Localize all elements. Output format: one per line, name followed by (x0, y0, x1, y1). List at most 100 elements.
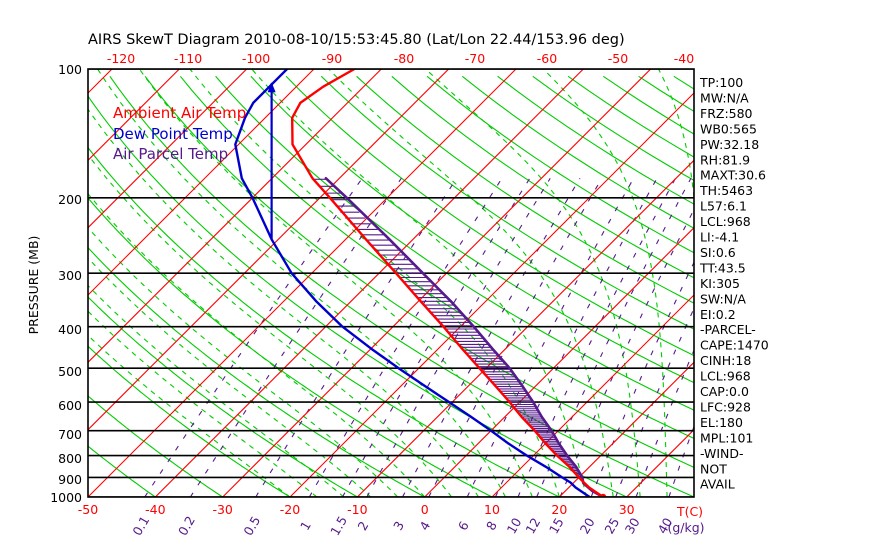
parameter-lfc-928: LFC:928 (700, 399, 751, 414)
mixing-ratio-line-0.1 (144, 177, 363, 497)
dry-adiabat-90 (285, 75, 694, 357)
parameter-pw-32-18: PW:32.18 (700, 137, 759, 152)
bottom-temp-tick--20: -20 (280, 502, 300, 517)
parameter-li-4-1: LI:-4.1 (700, 230, 739, 245)
parameter-panel: TP:100MW:N/AFRZ:580WB0:565PW:32.18RH:81.… (699, 75, 769, 492)
moist-adiabat-24 (251, 69, 587, 497)
parameter-el-180: EL:180 (700, 415, 743, 430)
parameter-cap-0-0: CAP:0.0 (700, 384, 749, 399)
mixing-ratio-line-30 (635, 348, 694, 497)
dewpoint-curve (234, 69, 591, 497)
parameter-maxt-30-6: MAXT:30.6 (700, 168, 766, 183)
parameter-mw-n-a: MW:N/A (700, 91, 749, 106)
dry-adiabat-140 (461, 75, 694, 229)
temperature-curve (291, 69, 605, 497)
y-tick-600: 600 (58, 398, 82, 413)
dry-adiabat--40 (88, 445, 156, 497)
dry-adiabat-150 (497, 75, 694, 205)
moist-adiabat-20 (189, 69, 560, 497)
parameter-l57-6-1: L57:6.1 (700, 199, 747, 214)
parameter-wb0-565: WB0:565 (700, 121, 757, 136)
parameter-mpl-101: MPL:101 (700, 430, 753, 445)
dry-adiabat-60 (179, 75, 694, 440)
bottom-temp-tick--30: -30 (212, 502, 232, 517)
dry-adiabat-50 (144, 75, 694, 468)
isotherm--10 (356, 159, 694, 497)
x-axis-label-temp: T(C) (676, 504, 703, 519)
legend: Ambient Air Temp Dew Point Temp Air Parc… (113, 104, 246, 163)
mixing-ratio-tick-25: 25 (601, 515, 622, 536)
top-tick-1: -110 (174, 51, 202, 66)
dry-adiabat-80 (250, 75, 694, 384)
bottom-temp-tick--10: -10 (347, 502, 367, 517)
parameter-tp-100: TP:100 (699, 75, 743, 90)
isotherm--100 (88, 69, 180, 162)
parameter-lcl-968: LCL:968 (700, 369, 751, 384)
y-tick-800: 800 (58, 451, 82, 466)
moist-adiabat-0 (88, 192, 426, 497)
y-tick-100: 100 (58, 62, 82, 77)
y-tick-300: 300 (58, 268, 82, 283)
mixing-ratio-line-25 (615, 307, 694, 497)
parameter-ki-305: KI:305 (700, 276, 740, 291)
moist-adiabat-12 (97, 69, 506, 497)
parameter-wind: -WIND- (700, 446, 744, 461)
moist-adiabat--12 (88, 284, 345, 497)
isotherm--20 (289, 92, 694, 497)
dry-adiabat-130 (426, 75, 694, 254)
y-tick-500: 500 (58, 364, 82, 379)
moist-adiabat--16 (88, 310, 318, 497)
dry-adiabat--10 (88, 296, 358, 497)
cape-hatch-group (313, 178, 583, 482)
top-tick-2: -100 (242, 51, 270, 66)
top-tick-3: -90 (322, 51, 342, 66)
moist-adiabat-16 (138, 69, 533, 497)
mixing-ratio-line-3 (402, 178, 581, 497)
y-tick-200: 200 (58, 192, 82, 207)
mixing-ratio-tick-20: 20 (577, 515, 598, 536)
moist-adiabat--20 (88, 334, 291, 497)
isotherm--90 (88, 69, 248, 229)
legend-item-dew-point-temp: Dew Point Temp (113, 125, 233, 143)
x-axis-label-mixing: (g/kg) (667, 520, 704, 535)
bottom-temp-tick--50: -50 (78, 502, 98, 517)
dry-adiabat-110 (356, 75, 694, 304)
y-tick-900: 900 (58, 472, 82, 487)
parameter-parcel: -PARCEL- (700, 322, 756, 337)
mixing-ratio-line-20 (590, 261, 694, 497)
legend-item-air-parcel-temp: Air Parcel Temp (113, 145, 228, 163)
isotherm--40 (154, 69, 584, 497)
mixing-ratio-line-6 (466, 178, 635, 497)
bottom-temp-tick-30: 30 (619, 502, 635, 517)
mixing-ratio-tick-12: 12 (522, 515, 543, 536)
isotherm-20 (558, 361, 694, 497)
mixing-ratio-line-40 (668, 425, 694, 497)
isotherm--30 (222, 69, 652, 497)
dry-adiabat-30 (88, 95, 627, 497)
top-tick-8: -40 (674, 51, 694, 66)
legend-item-ambient-air-temp: Ambient Air Temp (113, 104, 246, 122)
mixing-ratio-line-2 (366, 178, 551, 497)
moist-adiabat-28 (328, 69, 614, 497)
y-tick-700: 700 (58, 427, 82, 442)
isotherm-0 (424, 226, 694, 497)
bottom-temp-tick-20: 20 (551, 502, 567, 517)
bottom-temp-tick-0: 0 (421, 502, 429, 517)
mixing-ratio-group (144, 177, 694, 497)
parcel-curve (324, 177, 605, 497)
parameter-rh-81-9: RH:81.9 (700, 152, 750, 167)
bottom-temp-tick-10: 10 (484, 502, 500, 517)
parameter-not: NOT (700, 461, 727, 476)
isotherm--60 (88, 69, 450, 431)
dry-adiabat--20 (88, 345, 291, 497)
parameter-ei-0-2: EI:0.2 (700, 307, 736, 322)
parameter-si-0-6: SI:0.6 (700, 245, 736, 260)
moist-adiabat-36 (542, 69, 668, 497)
parameter-avail: AVAIL (700, 477, 735, 492)
top-tick-5: -70 (465, 51, 485, 66)
dewpoint-arrow-icon (267, 82, 276, 93)
mixing-ratio-tick-30: 30 (622, 515, 643, 536)
dry-adiabat-10 (88, 197, 493, 497)
